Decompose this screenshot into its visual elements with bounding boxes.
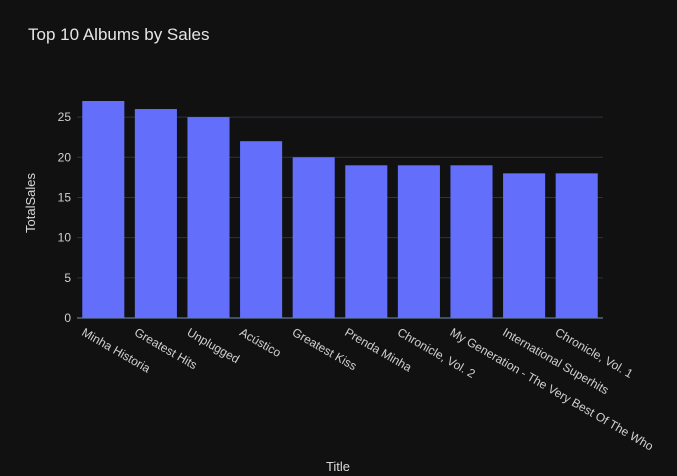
y-tick-label: 15 [58,190,72,204]
bar[interactable] [555,173,598,318]
y-tick-label: 10 [58,231,72,245]
x-axis-title: Title [326,459,350,474]
bar[interactable] [503,173,546,318]
x-tick-label: Acústico [237,325,284,360]
bar[interactable] [187,117,230,319]
y-axis-ticks: 0 5 10 15 20 25 [58,110,72,325]
bar[interactable] [345,165,388,318]
bar[interactable] [397,165,440,318]
y-tick-label: 0 [64,311,71,325]
y-tick-label: 20 [58,150,72,164]
bar[interactable] [450,165,493,318]
bar[interactable] [82,101,125,318]
bar[interactable] [134,109,177,318]
y-tick-label: 25 [58,110,72,124]
y-axis-title: TotalSales [23,173,38,233]
chart-title: Top 10 Albums by Sales [28,25,209,44]
y-tick-label: 5 [64,271,71,285]
bar[interactable] [240,141,283,318]
bar[interactable] [292,157,335,318]
bars [82,101,598,319]
x-tick-label: My Generation - The Very Best Of The Who [448,325,656,453]
